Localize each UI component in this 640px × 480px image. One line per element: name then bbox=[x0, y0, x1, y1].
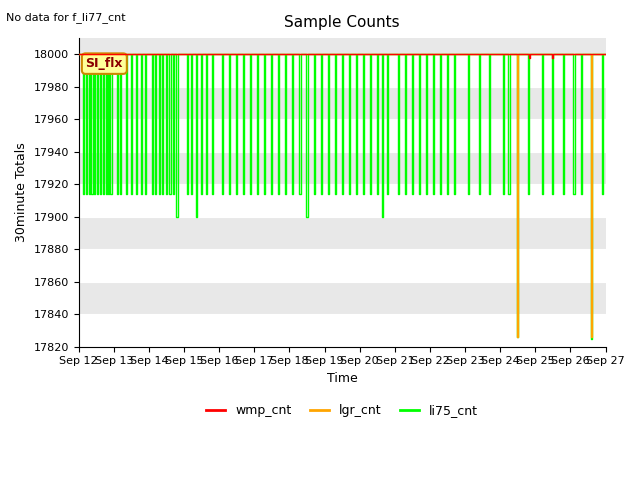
Legend: wmp_cnt, lgr_cnt, li75_cnt: wmp_cnt, lgr_cnt, li75_cnt bbox=[202, 399, 483, 422]
Bar bbox=[79, 249, 605, 282]
Text: No data for f_li77_cnt: No data for f_li77_cnt bbox=[6, 12, 126, 23]
Bar bbox=[79, 152, 605, 184]
Title: Sample Counts: Sample Counts bbox=[284, 15, 400, 30]
Text: SI_flx: SI_flx bbox=[86, 57, 123, 70]
Bar bbox=[79, 282, 605, 314]
Bar bbox=[79, 54, 605, 87]
Bar bbox=[79, 314, 605, 347]
Bar bbox=[79, 120, 605, 152]
Bar bbox=[79, 217, 605, 249]
Bar bbox=[79, 87, 605, 120]
Bar bbox=[79, 22, 605, 54]
Bar bbox=[79, 184, 605, 217]
Y-axis label: 30minute Totals: 30minute Totals bbox=[15, 143, 28, 242]
X-axis label: Time: Time bbox=[327, 372, 358, 385]
